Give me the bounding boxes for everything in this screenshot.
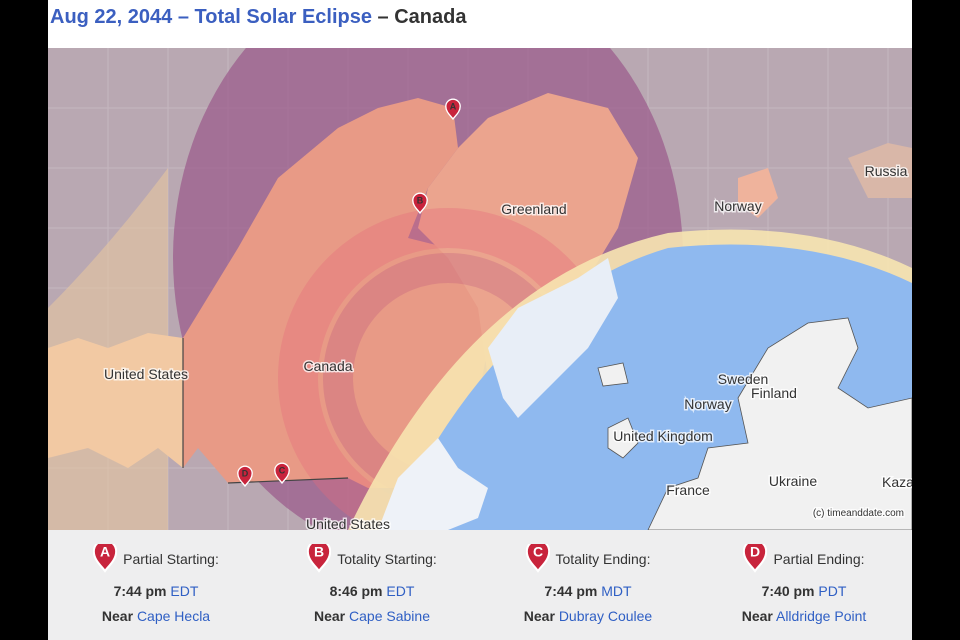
event-label: Partial Starting:: [123, 551, 219, 567]
land-svalbard: [738, 168, 778, 218]
pin-letter: C: [532, 544, 542, 559]
page: Aug 22, 2044 – Total Solar Eclipse – Can…: [48, 0, 912, 640]
event-time: 7:40 pm PDT: [696, 583, 912, 599]
event-label: Partial Ending:: [773, 551, 865, 567]
marker-pin: D: [743, 544, 768, 573]
map-label: Norway: [714, 198, 761, 214]
event-column: D Partial Ending: 7:40 pm PDT Near Alldridg…: [696, 544, 912, 624]
title: Aug 22, 2044 – Total Solar Eclipse – Can…: [50, 6, 466, 29]
time-zone-link[interactable]: MDT: [601, 583, 632, 599]
place-link[interactable]: Dubray Coulee: [558, 608, 653, 624]
near: Near: [101, 608, 134, 624]
event-label: Totality Starting:: [337, 551, 437, 567]
event-icon: D: [743, 544, 768, 573]
land-uk: [607, 417, 639, 459]
land-greenland-south: [488, 258, 618, 418]
pin-letter: D: [750, 544, 760, 559]
marker-pin: A: [93, 544, 118, 573]
pin-letter: C: [279, 465, 286, 475]
time: 7:44 pm: [113, 583, 167, 599]
event-heading: B Totality Starting:: [264, 544, 480, 574]
legend-panel: A Partial Starting: 7:44 pm EDT Near Cape H…: [48, 530, 912, 640]
pin-letter: D: [242, 468, 249, 478]
event-heading: D Partial Ending:: [696, 544, 912, 574]
map-label: United States: [104, 366, 188, 382]
map-label: Ukraine: [769, 473, 817, 489]
event-place: Near Alldridge Point: [696, 608, 912, 624]
map: Russia Greenland Norway United States Canada…: [48, 48, 912, 530]
event-column: A Partial Starting: 7:44 pm EDT Near Cape H…: [48, 544, 264, 624]
event-time: 7:44 pm EDT: [48, 583, 264, 599]
event-place: Near Dubray Coulee: [480, 608, 696, 624]
land-alaska: [48, 333, 183, 468]
map-label: Greenland: [501, 201, 566, 217]
pin-shape: [412, 192, 428, 215]
map-label: United States: [306, 516, 390, 530]
event-label: Totality Ending:: [555, 551, 651, 567]
marker-pin: C: [525, 544, 550, 573]
land-labrador: [378, 438, 488, 530]
land-greenland: [418, 93, 638, 418]
pin-shape: [237, 465, 253, 488]
land-russia: [848, 143, 912, 198]
event-place: Near Cape Sabine: [264, 608, 480, 624]
pin-shape: [743, 544, 768, 573]
time-zone-link[interactable]: EDT: [386, 583, 415, 599]
map-label: Canada: [303, 358, 352, 374]
marker-pin: C: [274, 462, 290, 485]
time: 7:40 pm: [761, 583, 815, 599]
near: Near: [314, 608, 346, 624]
event-time: 7:44 pm MDT: [480, 583, 696, 599]
event-icon: B: [307, 544, 332, 573]
pin-letter: B: [417, 195, 424, 205]
place-link[interactable]: Cape Hecla: [136, 608, 211, 624]
map-label: Norway: [684, 396, 731, 412]
map-label: Kaza: [882, 474, 912, 490]
map-label: Russia: [865, 163, 908, 179]
pin-letter: B: [314, 544, 324, 559]
map-label: Finland: [751, 385, 797, 401]
near: Near: [741, 608, 773, 624]
place-link[interactable]: Cape Sabine: [349, 608, 430, 624]
event-time: 8:46 pm EDT: [264, 583, 480, 599]
time: 7:44 pm: [544, 583, 598, 599]
map-label: United Kingdom: [613, 428, 713, 444]
event-icon: A: [93, 544, 118, 573]
event-heading: A Partial Starting:: [48, 544, 264, 574]
marker-pin: A: [445, 98, 461, 121]
map-label: Sweden: [718, 371, 769, 387]
time-zone-link[interactable]: EDT: [170, 583, 199, 599]
pin-shape: [445, 98, 461, 121]
event-column: B Totality Starting: 8:46 pm EDT Near Cape …: [264, 544, 480, 624]
event-icon: C: [525, 544, 550, 573]
event-place: Near Cape Hecla: [48, 608, 264, 624]
place-link[interactable]: Alldridge Point: [775, 608, 867, 624]
pin-letter: A: [100, 544, 110, 559]
title-link[interactable]: Aug 22, 2044 – Total Solar Eclipse: [50, 6, 372, 28]
time-zone-link[interactable]: PDT: [818, 583, 847, 599]
title-rest: – Canada: [377, 6, 467, 28]
land-europe: [647, 317, 912, 530]
marker-pin: B: [307, 544, 332, 573]
pin-shape: [274, 462, 290, 485]
land-iceland: [597, 362, 629, 387]
marker-pin: D: [237, 465, 253, 488]
event-heading: C Totality Ending:: [480, 544, 696, 574]
pin-shape: [307, 544, 332, 573]
time: 8:46 pm: [329, 583, 383, 599]
pin-shape: [93, 544, 118, 573]
pin-letter: A: [450, 101, 457, 111]
event-column: C Totality Ending: 7:44 pm MDT Near Dubray …: [480, 544, 696, 624]
pin-shape: [525, 544, 550, 573]
marker-pin: B: [412, 192, 428, 215]
near: Near: [523, 608, 555, 624]
map-label: France: [666, 482, 710, 498]
map-credit: (c) timeanddate.com: [813, 508, 904, 519]
